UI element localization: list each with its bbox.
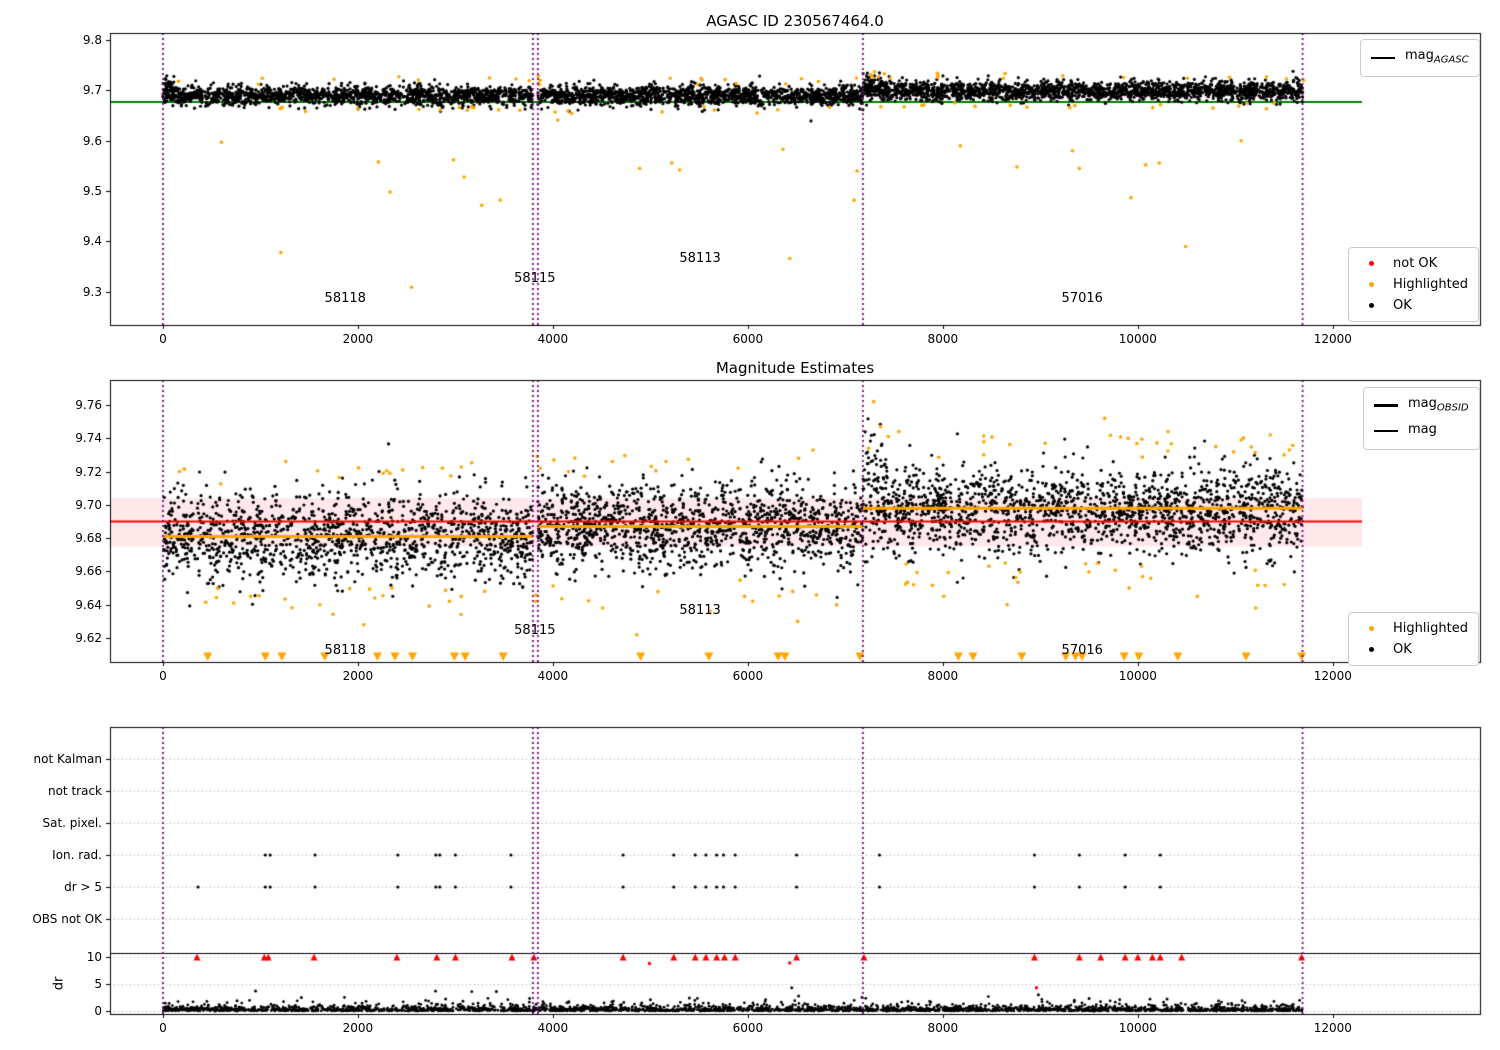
y-tick-label: 9.3 xyxy=(82,284,102,299)
legend-mag-lines: magOBSID mag xyxy=(1363,387,1480,451)
flag-row-label: not Kalman xyxy=(33,752,102,766)
x-tick-label: 4000 xyxy=(537,1021,569,1035)
obsid-annotation: 58115 xyxy=(514,271,556,287)
obsid-annotation: 58113 xyxy=(679,603,721,619)
x-tick-label: 12000 xyxy=(1313,332,1352,346)
x-tick-label: 6000 xyxy=(732,1021,764,1035)
flag-row-label: dr > 5 xyxy=(64,880,102,894)
y-tick-label: 9.8 xyxy=(82,33,102,48)
x-tick-label: 8000 xyxy=(927,669,959,683)
y-tick-label: 9.64 xyxy=(75,597,102,612)
x-tick-label: 2000 xyxy=(342,332,374,346)
y-tick-label: 9.72 xyxy=(75,464,102,479)
x-tick-label: 2000 xyxy=(342,1021,374,1035)
highlighted-marker xyxy=(1368,626,1374,631)
dr-tick-label: 10 xyxy=(86,950,102,964)
not-ok-marker xyxy=(1368,261,1374,266)
x-tick-label: 10000 xyxy=(1118,1021,1157,1035)
y-tick-label: 9.74 xyxy=(75,431,102,446)
highlighted-label: Highlighted xyxy=(1393,277,1468,292)
mag-agasc-line-swatch xyxy=(1371,56,1395,59)
x-tick-label: 2000 xyxy=(342,669,374,683)
legend-middle-points: Highlighted OK xyxy=(1348,612,1479,666)
x-tick-label: 8000 xyxy=(927,332,959,346)
ok-label: OK xyxy=(1393,298,1412,313)
y-tick-label: 9.4 xyxy=(82,234,102,249)
dr-tick-label: 0 xyxy=(94,1004,102,1018)
x-tick-label: 6000 xyxy=(732,669,764,683)
flag-row-label: not track xyxy=(47,784,102,798)
mag-obsid-label: magOBSID xyxy=(1408,396,1469,414)
obsid-annotation: 57016 xyxy=(1061,643,1103,659)
x-tick-label: 12000 xyxy=(1313,669,1352,683)
top-plot-title: AGASC ID 230567464.0 xyxy=(706,12,884,30)
legend-point-categories: not OK Highlighted OK xyxy=(1348,247,1479,322)
dr-tick-label: 5 xyxy=(94,977,102,991)
highlighted-label: Highlighted xyxy=(1393,621,1468,636)
y-tick-label: 9.5 xyxy=(82,184,102,199)
y-tick-label: 9.7 xyxy=(82,83,102,98)
x-tick-label: 12000 xyxy=(1313,1021,1352,1035)
obsid-annotation: 57016 xyxy=(1061,291,1103,307)
x-tick-label: 4000 xyxy=(537,332,569,346)
middle-plot-title: Magnitude Estimates xyxy=(715,359,875,377)
x-tick-label: 10000 xyxy=(1118,669,1157,683)
x-tick-label: 0 xyxy=(159,1021,167,1035)
flag-row-label: Sat. pixel. xyxy=(42,816,102,830)
ok-label: OK xyxy=(1393,642,1412,657)
highlighted-marker xyxy=(1368,282,1374,287)
not-ok-label: not OK xyxy=(1393,256,1438,271)
y-tick-label: 9.68 xyxy=(75,531,102,546)
mag-line-swatch xyxy=(1374,430,1398,433)
dr-axis-label: dr xyxy=(51,976,67,991)
obsid-annotation: 58118 xyxy=(324,643,366,659)
legend-mag-agasc: magAGASC xyxy=(1360,39,1480,77)
x-tick-label: 0 xyxy=(159,332,167,346)
y-tick-label: 9.76 xyxy=(75,397,102,412)
mag-agasc-label: magAGASC xyxy=(1405,48,1469,66)
y-tick-label: 9.66 xyxy=(75,564,102,579)
obsid-annotation: 58118 xyxy=(324,291,366,307)
x-tick-label: 8000 xyxy=(927,1021,959,1035)
ok-marker xyxy=(1368,647,1374,652)
ok-marker xyxy=(1368,303,1374,308)
x-tick-label: 10000 xyxy=(1118,332,1157,346)
y-tick-label: 9.62 xyxy=(75,631,102,646)
flag-row-label: OBS not OK xyxy=(32,912,102,926)
x-tick-label: 4000 xyxy=(537,669,569,683)
x-tick-label: 6000 xyxy=(732,332,764,346)
y-tick-label: 9.70 xyxy=(75,497,102,512)
mag-label: mag xyxy=(1408,421,1437,437)
mag-obsid-line-swatch xyxy=(1374,404,1398,408)
x-tick-label: 0 xyxy=(159,669,167,683)
obsid-annotation: 58115 xyxy=(514,623,556,639)
obsid-annotation: 58113 xyxy=(679,251,721,267)
flag-row-label: Ion. rad. xyxy=(52,848,102,862)
y-tick-label: 9.6 xyxy=(82,133,102,148)
